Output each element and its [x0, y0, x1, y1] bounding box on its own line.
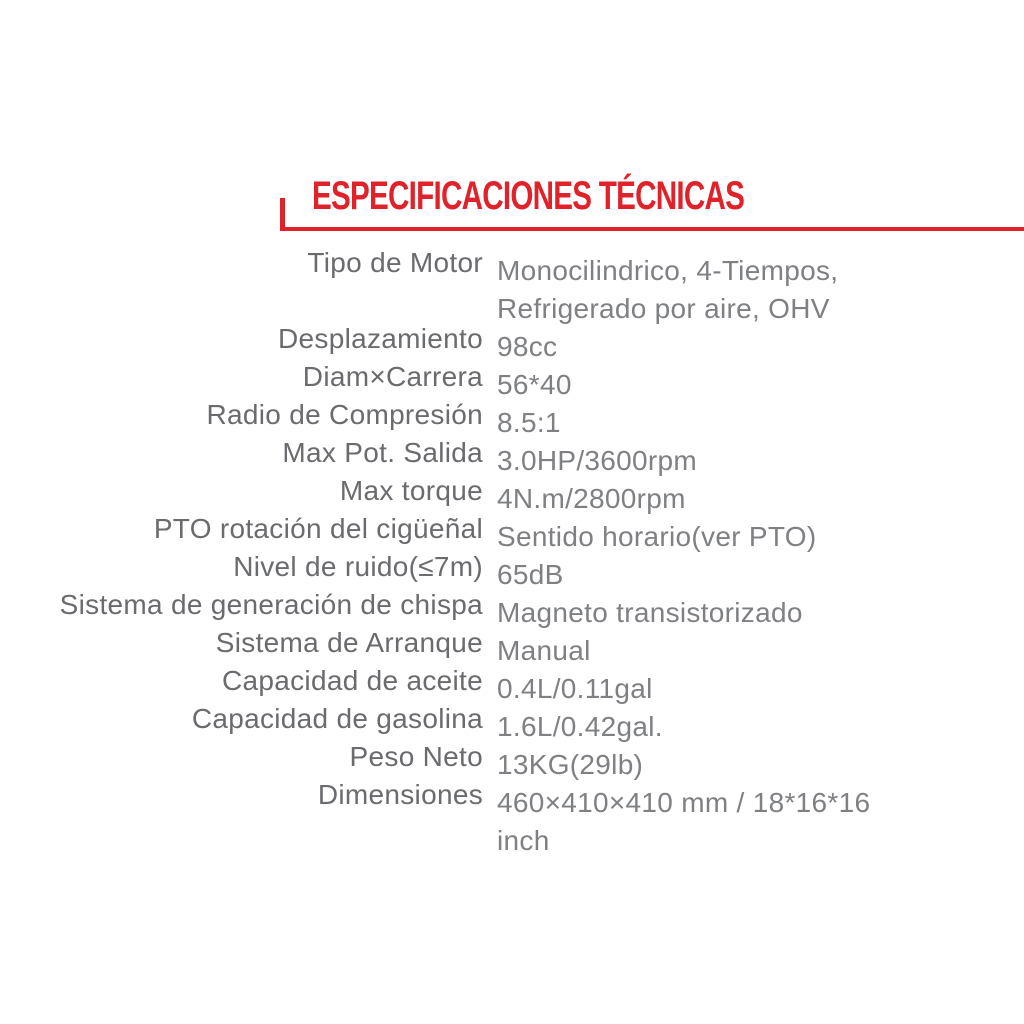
spec-label: Max Pot. Salida [282, 437, 483, 468]
spec-value: Magneto transistorizado [497, 597, 803, 628]
spec-table: Tipo de Motor Monocilindrico, 4-Tiempos,… [0, 244, 1024, 856]
spec-value: Manual [497, 635, 591, 666]
spec-row: Max torque 4N.m/2800rpm [0, 472, 1024, 514]
spec-label: PTO rotación del cigüeñal [153, 513, 483, 544]
spec-label: Sistema de Arranque [215, 627, 483, 658]
spec-row: Desplazamiento 98cc [0, 320, 1024, 362]
spec-label: Dimensiones [317, 779, 483, 810]
spec-row: Max Pot. Salida 3.0HP/3600rpm [0, 434, 1024, 476]
spec-row: PTO rotación del cigüeñal Sentido horari… [0, 510, 1024, 552]
page-title: ESPECIFICACIONES TÉCNICAS [312, 174, 745, 218]
spec-label: Capacidad de gasolina [191, 703, 483, 734]
spec-label: Tipo de Motor [307, 247, 483, 278]
spec-row: Radio de Compresión 8.5:1 [0, 396, 1024, 438]
spec-value: Monocilindrico, 4-Tiempos, Refrigerado p… [497, 255, 839, 324]
spec-row: Peso Neto 13KG(29lb) [0, 738, 1024, 780]
spec-label: Desplazamiento [278, 323, 483, 354]
title-block: ESPECIFICACIONES TÉCNICAS [280, 176, 1024, 235]
spec-label: Radio de Compresión [206, 399, 483, 430]
spec-row: Capacidad de gasolina 1.6L/0.42gal. [0, 700, 1024, 742]
title-underline [280, 227, 1024, 231]
spec-value: 1.6L/0.42gal. [497, 711, 663, 742]
spec-row: Nivel de ruido(≤7m) 65dB [0, 548, 1024, 590]
spec-row: Sistema de Arranque Manual [0, 624, 1024, 666]
spec-row: Tipo de Motor Monocilindrico, 4-Tiempos,… [0, 244, 1024, 324]
spec-value: 65dB [497, 559, 564, 590]
spec-value: 3.0HP/3600rpm [497, 445, 698, 476]
spec-row: Sistema de generación de chispa Magneto … [0, 586, 1024, 628]
spec-value: 4N.m/2800rpm [497, 483, 686, 514]
spec-value: Sentido horario(ver PTO) [497, 521, 817, 552]
spec-row: Diam×Carrera 56*40 [0, 358, 1024, 400]
spec-value: 0.4L/0.11gal [497, 673, 653, 704]
spec-row: Capacidad de aceite 0.4L/0.11gal [0, 662, 1024, 704]
spec-label: Diam×Carrera [302, 361, 483, 392]
title-left-tick [280, 198, 285, 231]
spec-value: 98cc [497, 331, 558, 362]
spec-label: Sistema de generación de chispa [59, 589, 483, 620]
spec-value: 13KG(29lb) [497, 749, 644, 780]
spec-label: Peso Neto [349, 741, 483, 772]
spec-label: Nivel de ruido(≤7m) [233, 551, 483, 582]
spec-row: Dimensiones 460×410×410 mm / 18*16*16 in… [0, 776, 1024, 856]
spec-value: 460×410×410 mm / 18*16*16 inch [497, 787, 871, 856]
spec-value: 56*40 [497, 369, 572, 400]
spec-label: Max torque [339, 475, 483, 506]
spec-label: Capacidad de aceite [222, 665, 483, 696]
spec-value: 8.5:1 [497, 407, 561, 438]
